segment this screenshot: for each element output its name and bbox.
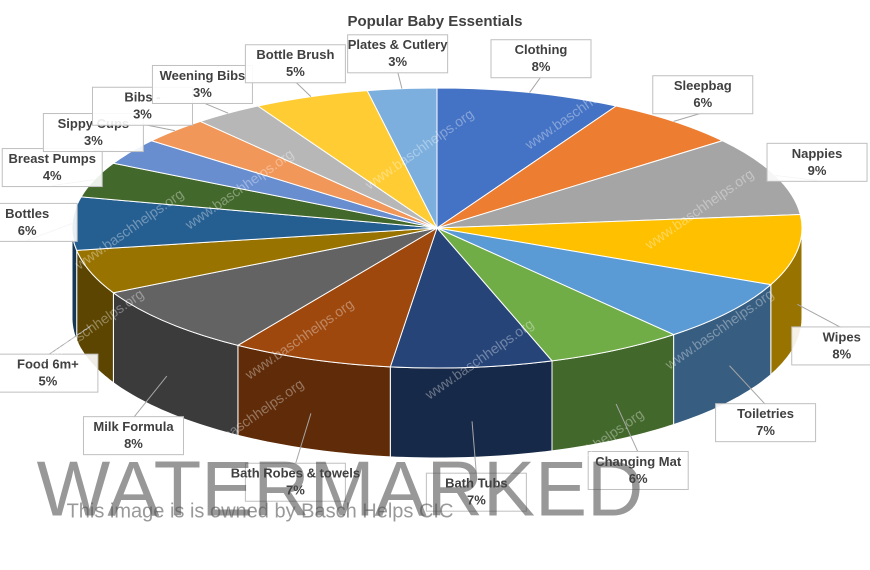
- leader-line: [202, 102, 229, 114]
- chart-title: Popular Baby Essentials: [347, 13, 522, 30]
- label-box: [715, 403, 817, 443]
- label-box: [82, 416, 184, 456]
- value-label: 3%: [388, 54, 407, 69]
- leader-line: [729, 365, 766, 406]
- value-label: 6%: [18, 223, 37, 238]
- category-label: Bath Tubs: [445, 476, 508, 491]
- value-label: 5%: [38, 374, 57, 389]
- label-box: [490, 39, 592, 79]
- pie-slice-side: [389, 360, 553, 459]
- leader-line: [471, 421, 477, 475]
- value-label: 7%: [467, 493, 486, 508]
- category-label: Weening Bibs: [160, 68, 246, 83]
- label-box: [0, 353, 99, 393]
- value-label: 7%: [756, 423, 775, 438]
- category-label: Wipes: [823, 329, 861, 344]
- value-label: 6%: [693, 95, 712, 110]
- category-label: Clothing: [515, 42, 568, 57]
- label-box: [791, 326, 870, 366]
- label-box: [244, 462, 346, 502]
- leader-line: [397, 71, 403, 89]
- value-label: 9%: [808, 163, 827, 178]
- value-label: 3%: [193, 85, 212, 100]
- value-label: 3%: [84, 133, 103, 148]
- label-box: [766, 142, 868, 182]
- leader-line: [529, 76, 542, 93]
- value-label: 8%: [532, 59, 551, 74]
- label-box: [587, 450, 689, 490]
- value-label: 4%: [43, 168, 62, 183]
- leader-line: [615, 403, 639, 453]
- leader-line: [295, 81, 312, 97]
- value-label: 5%: [286, 64, 305, 79]
- category-label: Bottles: [5, 206, 49, 221]
- label-box: [425, 472, 527, 512]
- category-label: Breast Pumps: [9, 151, 96, 166]
- leader-line: [294, 413, 312, 465]
- value-label: 3%: [133, 107, 152, 122]
- category-label: Milk Formula: [93, 419, 174, 434]
- pie-slice: [436, 227, 675, 362]
- pie-slice: [436, 105, 724, 229]
- pie-slice: [366, 87, 438, 229]
- label-box: [244, 44, 346, 84]
- watermark-caption: This image is is owned by Basch Helps CI…: [67, 500, 454, 522]
- value-label: 7%: [286, 483, 305, 498]
- pie-slice: [436, 214, 803, 286]
- category-label: Toiletries: [737, 406, 794, 421]
- pie-slice: [236, 226, 438, 368]
- category-label: Bottle Brush: [256, 47, 334, 62]
- leader-line: [133, 375, 168, 418]
- pie-slice: [389, 227, 554, 369]
- category-label: Sleepbag: [674, 78, 732, 93]
- category-label: Bibs -: [124, 90, 160, 105]
- category-label: Changing Mat: [595, 454, 682, 469]
- category-label: Nappies: [792, 146, 843, 161]
- label-box: [347, 34, 449, 74]
- value-label: 6%: [629, 471, 648, 486]
- pie-slice: [436, 227, 772, 336]
- label-box: [652, 75, 754, 115]
- value-label: 8%: [832, 346, 851, 361]
- value-label: 8%: [124, 436, 143, 451]
- leader-line: [47, 325, 91, 356]
- category-label: Bath Robes & towels: [231, 466, 360, 481]
- label-box: [151, 64, 253, 104]
- category-label: Plates & Cutlery: [348, 37, 448, 52]
- watermark-title: WATERMARKED: [37, 445, 644, 533]
- pie-slice: [112, 227, 438, 346]
- category-label: Food 6m+: [17, 357, 79, 372]
- label-box: [1, 148, 103, 188]
- label-box: [0, 202, 78, 242]
- leader-line: [797, 303, 842, 329]
